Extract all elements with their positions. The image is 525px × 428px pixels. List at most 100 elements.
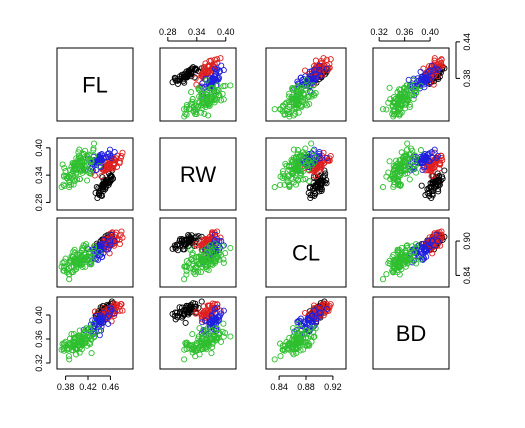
point-g2-131 xyxy=(421,74,428,82)
point-g3-247 xyxy=(71,339,78,346)
point-g3-249 xyxy=(277,173,284,180)
point-g3-196 xyxy=(286,90,293,97)
point-g3-162 xyxy=(406,176,413,183)
point-g3-179 xyxy=(220,259,227,266)
point-g3-236 xyxy=(219,328,226,335)
point-g0-48 xyxy=(180,237,187,244)
point-g3-228 xyxy=(75,152,83,159)
point-g3-235 xyxy=(189,95,196,102)
tick-label-FL-2: 0.46 xyxy=(102,382,120,392)
point-g2-143 xyxy=(308,68,315,75)
tick-label-BD-v0: 0.38 xyxy=(462,70,472,88)
point-g3-245 xyxy=(400,153,407,160)
point-g3-226 xyxy=(413,169,420,176)
point-g2-130 xyxy=(429,155,436,162)
panel-RW-FL xyxy=(56,137,134,211)
point-g2-145 xyxy=(421,84,428,91)
point-g0-44 xyxy=(186,233,193,240)
point-g1-65 xyxy=(431,55,438,62)
point-g2-125 xyxy=(199,319,206,326)
scatter-BD-vs-RW xyxy=(169,298,234,363)
point-g2-119 xyxy=(111,149,118,156)
point-g3-249 xyxy=(65,271,72,278)
scatter-CL-vs-FL xyxy=(58,228,126,283)
point-g2-149 xyxy=(421,247,428,254)
point-g3-249 xyxy=(192,106,199,113)
scatter-CL-vs-BD xyxy=(379,228,448,283)
point-g1-94 xyxy=(111,161,118,168)
point-g3-227 xyxy=(404,260,411,267)
point-g3-176 xyxy=(417,147,424,154)
point-g3-215 xyxy=(193,264,200,271)
point-g3-242 xyxy=(214,82,221,89)
point-g3-227 xyxy=(195,86,202,93)
point-g3-212 xyxy=(209,344,216,351)
point-g2-130 xyxy=(100,309,107,316)
point-g2-139 xyxy=(108,231,115,238)
tick-label-CL-v1: 0.90 xyxy=(462,232,472,250)
point-g3-217 xyxy=(88,158,95,165)
point-g3-236 xyxy=(409,90,416,98)
point-g3-248 xyxy=(393,175,400,182)
point-g2-139 xyxy=(323,154,330,161)
point-g0-22 xyxy=(311,187,318,195)
point-g3-236 xyxy=(82,147,89,154)
point-g1-98 xyxy=(312,63,320,70)
point-g0-29 xyxy=(306,183,313,190)
point-g3-223 xyxy=(85,249,92,256)
point-g2-146 xyxy=(316,69,323,76)
point-g0-33 xyxy=(172,316,179,323)
point-g1-92 xyxy=(325,157,332,164)
point-g1-65 xyxy=(320,149,327,156)
point-g3-233 xyxy=(279,168,287,175)
point-g0-46 xyxy=(109,175,117,182)
point-g1-65 xyxy=(217,55,224,62)
tick-label-CL-2: 0.92 xyxy=(324,382,342,392)
point-g3-225 xyxy=(203,91,210,98)
point-g3-221 xyxy=(292,334,299,341)
point-g2-146 xyxy=(316,150,323,157)
point-g1-84 xyxy=(326,61,333,68)
point-g0-37 xyxy=(177,236,184,243)
point-g2-138 xyxy=(295,317,302,324)
point-g2-148 xyxy=(434,152,441,159)
point-g2-149 xyxy=(421,154,428,161)
point-g3-178 xyxy=(227,244,234,252)
point-g3-247 xyxy=(203,339,211,346)
point-g3-247 xyxy=(292,339,299,346)
point-g3-236 xyxy=(409,243,416,250)
point-g2-119 xyxy=(218,62,225,69)
point-g3-220 xyxy=(308,89,315,96)
point-g3-179 xyxy=(76,146,83,153)
point-g3-165 xyxy=(211,325,219,332)
point-g3-222 xyxy=(394,160,401,167)
point-g2-139 xyxy=(323,305,330,313)
point-g3-230 xyxy=(75,149,82,156)
tick-label-RW-2: 0.40 xyxy=(217,27,235,37)
point-g2-133 xyxy=(411,257,418,264)
point-g3-211 xyxy=(300,176,307,183)
point-g3-208 xyxy=(61,347,68,354)
point-g3-188 xyxy=(305,166,312,173)
point-g0-46 xyxy=(190,300,197,307)
tick-label-RW-v0: 0.28 xyxy=(34,194,44,212)
point-g3-222 xyxy=(205,267,212,274)
point-g3-246 xyxy=(78,157,85,164)
point-g3-246 xyxy=(78,340,85,347)
point-g2-141 xyxy=(97,163,105,170)
point-g3-245 xyxy=(84,153,91,160)
point-g0-25 xyxy=(429,190,436,197)
point-g2-119 xyxy=(316,62,323,69)
point-g3-230 xyxy=(75,338,82,345)
point-g3-178 xyxy=(404,140,411,147)
point-g3-178 xyxy=(227,333,234,340)
point-g3-249 xyxy=(65,173,72,180)
point-g3-157 xyxy=(87,249,94,256)
point-g2-119 xyxy=(111,238,118,245)
point-g2-148 xyxy=(434,238,441,245)
point-g2-144 xyxy=(102,315,109,322)
point-g3-225 xyxy=(81,162,88,169)
tick-label-BD-v1: 0.36 xyxy=(34,330,44,348)
point-g3-213 xyxy=(90,250,97,257)
point-g1-65 xyxy=(119,307,126,314)
